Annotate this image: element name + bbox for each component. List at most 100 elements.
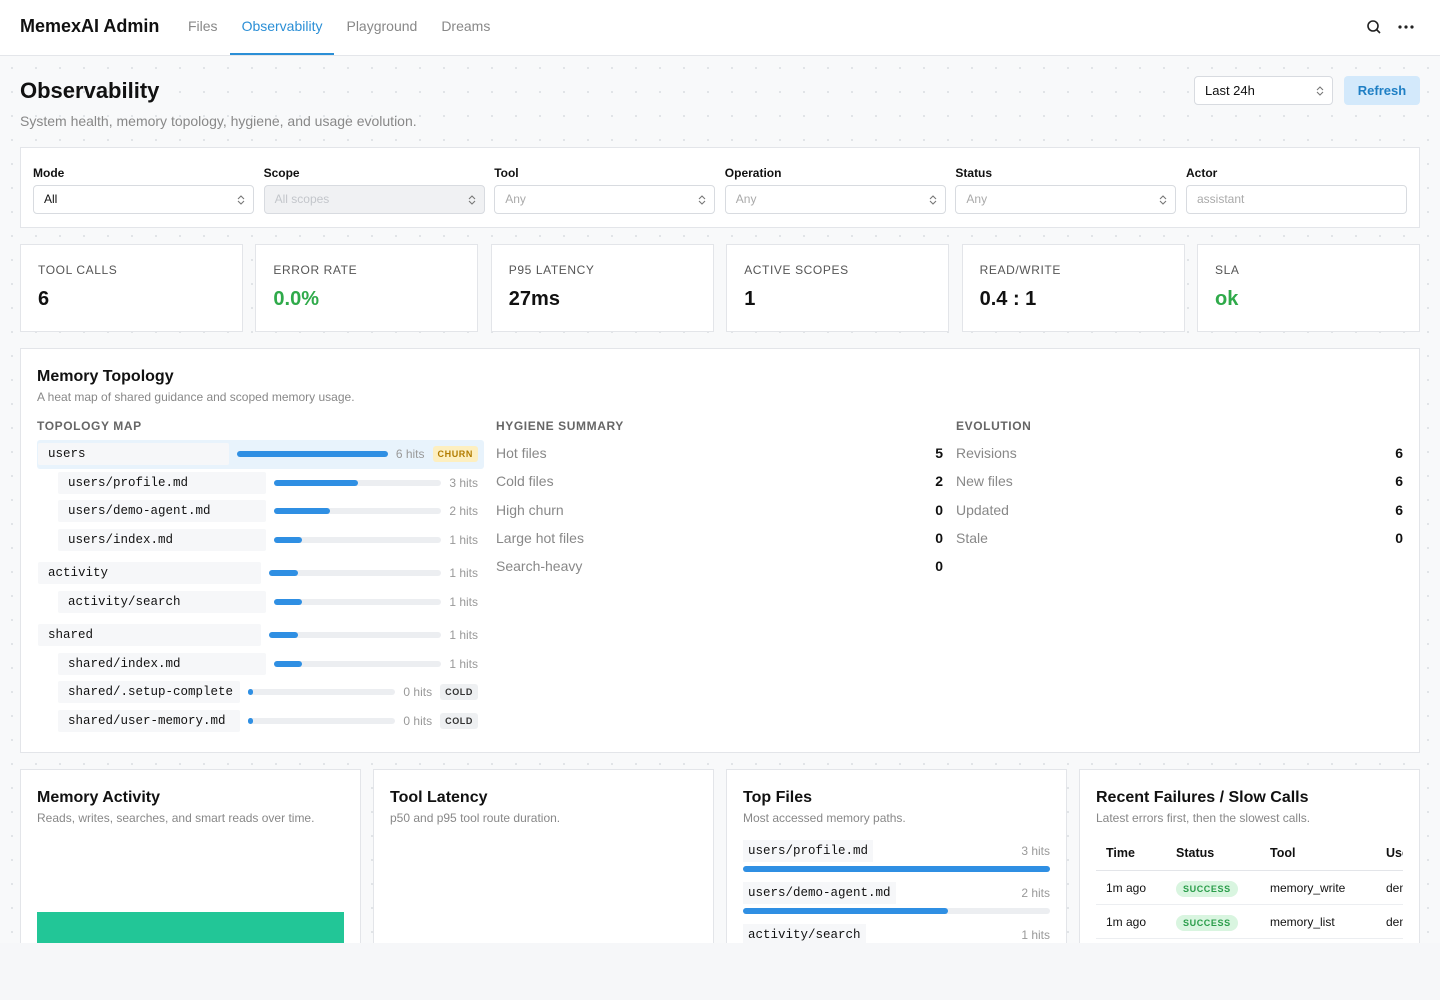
badge: CHURN — [432, 446, 478, 463]
refresh-button[interactable]: Refresh — [1344, 76, 1420, 105]
filter-input[interactable]: Any — [955, 185, 1177, 214]
summary-row: Updated 6 — [956, 502, 1403, 518]
summary-value: 0 — [1395, 529, 1403, 546]
file-row: activity/search 1 hits — [743, 924, 1050, 943]
summary-label: Updated — [956, 501, 1009, 518]
failures-table: TimeStatusToolUser 1m ago SUCCESS memory_wr… — [1096, 836, 1403, 939]
chevron — [237, 194, 245, 205]
filter-input[interactable]: Any — [494, 185, 716, 214]
summary-row: Cold files 2 — [496, 473, 943, 489]
summary-row: Stale 0 — [956, 530, 1403, 546]
section-heading: TOPOLOGY MAP — [37, 419, 142, 433]
card-subtitle: p50 and p95 tool route duration. — [390, 811, 561, 825]
summary-row: Hot files 5 — [496, 445, 943, 461]
table-cell: demo — [1376, 870, 1403, 905]
filter-label: Scope — [263, 166, 300, 180]
topology-group: activity 1 hits activity/search 1 hits — [37, 559, 484, 616]
bar-track — [743, 866, 1050, 872]
summary-value: 6 — [1395, 445, 1403, 461]
filter-value: Any — [735, 192, 757, 206]
bar-track — [269, 570, 442, 577]
table-row: 1m ago SUCCESS memory_write demo — [1096, 870, 1403, 905]
summary-label: High churn — [496, 501, 564, 518]
path-label: users — [38, 443, 229, 466]
stat-card: ACTIVE SCOPES 1 — [726, 244, 950, 332]
nav-tab[interactable]: Observability — [229, 0, 335, 55]
column-header: User — [1376, 836, 1403, 871]
stat-value: ok — [1215, 288, 1239, 310]
top-files: users/profile.md 3 hits users/demo-agent.m… — [743, 830, 1050, 943]
more-icon[interactable] — [1397, 19, 1415, 35]
path-label: activity — [38, 562, 261, 585]
page-subtitle: System health, memory topology, hygiene,… — [20, 113, 417, 129]
hits-label: 2 hits — [1021, 886, 1050, 900]
filter-label: Mode — [33, 166, 65, 180]
bar — [743, 908, 948, 914]
topology-row: shared/.setup-complete 0 hits COLD — [37, 678, 484, 707]
bar — [248, 717, 253, 724]
file-path: users/demo-agent.md — [743, 882, 896, 904]
summary-value: 6 — [1395, 501, 1403, 518]
topology-row: users/demo-agent.md 2 hits — [37, 497, 484, 526]
hits-label: 1 hits — [449, 656, 478, 671]
stat-card: SLA ok — [1197, 244, 1420, 332]
path-label: activity/search — [58, 590, 266, 613]
stat-card: READ/WRITE 0.4 : 1 — [961, 244, 1185, 332]
hits-label: 0 hits — [403, 713, 433, 728]
failures-card: Recent Failures / Slow Calls Latest erro… — [1079, 769, 1420, 943]
stat-value: 0.0% — [273, 288, 319, 310]
chevron — [468, 194, 475, 205]
filter-value: Any — [505, 192, 526, 206]
hits-label: 2 hits — [449, 504, 478, 519]
table-wrap: TimeStatusToolUser 1m ago SUCCESS memory_wr… — [1096, 836, 1403, 939]
topology-row: users/index.md 1 hits — [37, 526, 484, 555]
page-title: Observability — [20, 78, 160, 103]
stat-label: READ/WRITE — [979, 263, 1061, 277]
filter-value: Any — [966, 192, 988, 206]
cell-text: 1m ago — [1106, 914, 1147, 929]
nav-tab[interactable]: Files — [188, 18, 218, 34]
topology-row: activity 1 hits — [37, 559, 484, 588]
filter-input[interactable]: All scopes — [263, 185, 485, 214]
bar — [274, 598, 302, 605]
topology-row: users/profile.md 3 hits — [37, 469, 484, 498]
topology-row: shared/index.md 1 hits — [37, 650, 484, 679]
stat-value: 27ms — [508, 288, 560, 310]
nav-tab[interactable]: Playground — [346, 18, 418, 34]
cell-text: 1m ago — [1106, 880, 1147, 895]
hits-label: 6 hits — [395, 447, 425, 462]
summary-label: Stale — [956, 529, 988, 546]
card-title: Memory Activity — [37, 789, 160, 806]
section-heading: HYGIENE SUMMARY — [496, 419, 624, 433]
summary-value: 2 — [935, 473, 943, 490]
table-head: TimeStatusToolUser — [1096, 836, 1403, 871]
card-title: Tool Latency — [390, 789, 488, 806]
filter-input[interactable]: All — [33, 185, 254, 214]
summary-value: 0 — [935, 529, 943, 546]
hits-label: 1 hits — [449, 532, 478, 547]
filter-input[interactable]: assistant — [1186, 185, 1407, 214]
stat-card: ERROR RATE 0.0% — [255, 244, 479, 332]
topology-row: shared 1 hits — [37, 621, 484, 650]
file-head: users/demo-agent.md 2 hits — [743, 882, 1050, 904]
nav-tab[interactable]: Dreams — [441, 18, 491, 34]
table-cell: memory_list — [1260, 904, 1376, 939]
tabs: Files Observability Playground Dreams — [176, 0, 502, 55]
stat-value: 0.4 : 1 — [979, 288, 1037, 310]
summary-row: Large hot files 0 — [496, 530, 943, 546]
range-select[interactable]: Last 24h — [1194, 76, 1333, 105]
filter-input[interactable]: Any — [724, 185, 946, 214]
search-icon[interactable] — [1366, 19, 1382, 35]
path-label: shared/user-memory.md — [58, 709, 240, 732]
bar-track — [274, 598, 442, 605]
path-label: shared/.setup-complete — [58, 681, 240, 704]
bar — [743, 866, 1050, 872]
hits-label: 1 hits — [449, 628, 478, 643]
chevron — [1160, 194, 1167, 205]
summary-label: Large hot files — [496, 529, 584, 546]
cell-text: memory_list — [1270, 914, 1335, 929]
cell-text: demo — [1386, 914, 1403, 929]
path-label: shared — [38, 624, 261, 647]
card-title: Recent Failures / Slow Calls — [1096, 789, 1309, 806]
